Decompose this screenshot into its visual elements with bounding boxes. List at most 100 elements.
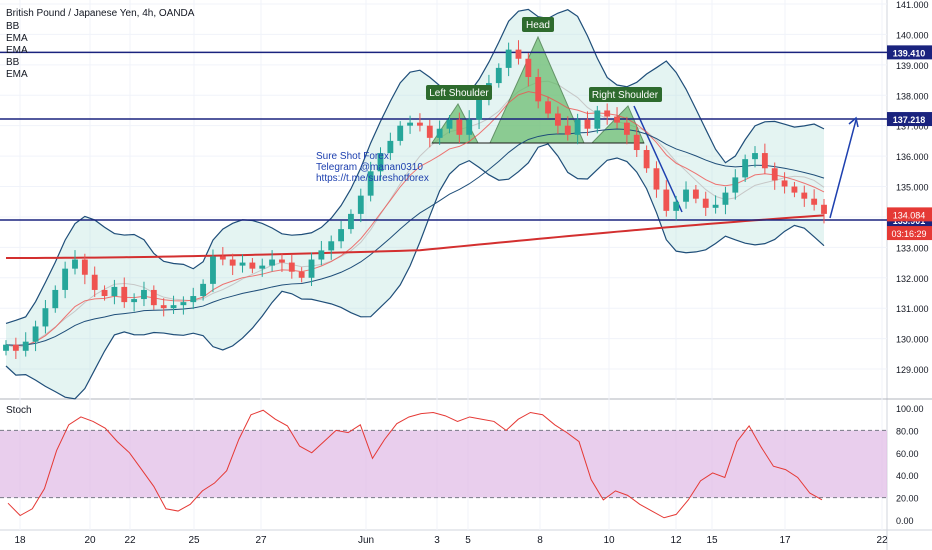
candle[interactable] (791, 181, 798, 198)
candle[interactable] (3, 340, 9, 356)
candle[interactable] (535, 68, 542, 109)
candle[interactable] (229, 253, 236, 276)
candle[interactable] (407, 115, 413, 134)
candle[interactable] (318, 240, 325, 266)
candle[interactable] (328, 235, 335, 260)
candle[interactable] (712, 195, 719, 214)
candle[interactable] (771, 162, 778, 190)
candle[interactable] (594, 105, 601, 134)
candle[interactable] (32, 320, 39, 352)
candle[interactable] (653, 161, 660, 198)
candle[interactable] (761, 143, 768, 175)
candle[interactable] (81, 253, 88, 285)
candle[interactable] (190, 287, 197, 310)
candle[interactable] (269, 250, 276, 272)
candle[interactable] (288, 254, 295, 279)
candle[interactable] (150, 285, 157, 310)
candle-body (22, 341, 29, 351)
indicator-bb-1[interactable]: BB (6, 21, 20, 32)
price-tick-label: 137.000 (896, 122, 929, 132)
candle[interactable] (397, 121, 404, 146)
candle[interactable] (505, 42, 512, 77)
candle[interactable] (515, 40, 522, 65)
candle[interactable] (180, 296, 187, 315)
level-price-badge-text: 137.218 (893, 115, 926, 125)
candle[interactable] (121, 277, 128, 308)
candle[interactable] (554, 106, 561, 134)
candle[interactable] (357, 188, 364, 223)
candle-body (72, 259, 78, 269)
candle-body (732, 177, 739, 193)
stochastic-label[interactable]: Stoch (6, 405, 32, 416)
candle[interactable] (249, 258, 256, 274)
candle[interactable] (62, 261, 69, 299)
indicator-ema-2[interactable]: EMA (6, 45, 28, 56)
candle[interactable] (111, 279, 118, 305)
candle[interactable] (12, 337, 19, 360)
indicator-ema-1[interactable]: EMA (6, 33, 28, 44)
candle[interactable] (210, 249, 216, 293)
candle[interactable] (417, 113, 423, 132)
candle[interactable] (200, 279, 207, 301)
candle[interactable] (446, 115, 453, 134)
candle[interactable] (574, 113, 581, 145)
candle[interactable] (239, 254, 246, 273)
price-tick-label: 133.000 (896, 243, 929, 253)
candle[interactable] (456, 112, 463, 144)
candle[interactable] (170, 295, 177, 314)
candle[interactable] (801, 185, 808, 207)
candle[interactable] (673, 195, 680, 221)
candle[interactable] (821, 198, 827, 224)
candle[interactable] (367, 161, 374, 202)
candle[interactable] (633, 126, 640, 158)
candle[interactable] (495, 63, 502, 88)
candle[interactable] (72, 250, 78, 275)
candle[interactable] (101, 285, 108, 301)
candle[interactable] (387, 132, 394, 161)
candle[interactable] (683, 181, 689, 209)
candle[interactable] (663, 180, 670, 217)
candle[interactable] (141, 281, 147, 307)
stochastic-tick-label: 40.00 (896, 471, 919, 481)
candle-body (32, 326, 39, 342)
candle[interactable] (91, 266, 98, 297)
candle[interactable] (348, 209, 354, 234)
candle[interactable] (131, 293, 138, 312)
candle[interactable] (52, 285, 59, 313)
candle[interactable] (752, 146, 758, 168)
candle[interactable] (781, 172, 788, 194)
indicator-bb-2[interactable]: BB (6, 57, 20, 68)
candle[interactable] (564, 116, 571, 141)
candle[interactable] (160, 298, 167, 317)
candle[interactable] (722, 186, 729, 215)
candle[interactable] (219, 247, 226, 266)
candle-body (623, 122, 630, 135)
candle[interactable] (643, 145, 650, 173)
candle[interactable] (377, 147, 384, 181)
candle[interactable] (742, 154, 749, 182)
candle[interactable] (338, 220, 345, 249)
candle[interactable] (702, 191, 709, 217)
candle[interactable] (42, 299, 49, 334)
candle[interactable] (732, 169, 739, 200)
candle[interactable] (426, 119, 433, 148)
candle[interactable] (604, 103, 611, 125)
candle[interactable] (525, 52, 532, 87)
candle[interactable] (259, 258, 266, 277)
candle[interactable] (811, 189, 818, 211)
date-tick-label: 20 (84, 535, 96, 546)
candle[interactable] (298, 267, 305, 283)
candle[interactable] (623, 116, 630, 145)
candle[interactable] (308, 252, 315, 286)
candle[interactable] (614, 107, 620, 129)
candle[interactable] (466, 110, 473, 141)
candle[interactable] (692, 184, 699, 204)
candle[interactable] (436, 120, 443, 145)
candle-body (397, 125, 404, 141)
candle[interactable] (22, 332, 29, 357)
candle[interactable] (545, 96, 551, 119)
candle[interactable] (584, 111, 591, 136)
indicator-ema-3[interactable]: EMA (6, 69, 28, 80)
candle[interactable] (279, 253, 285, 273)
